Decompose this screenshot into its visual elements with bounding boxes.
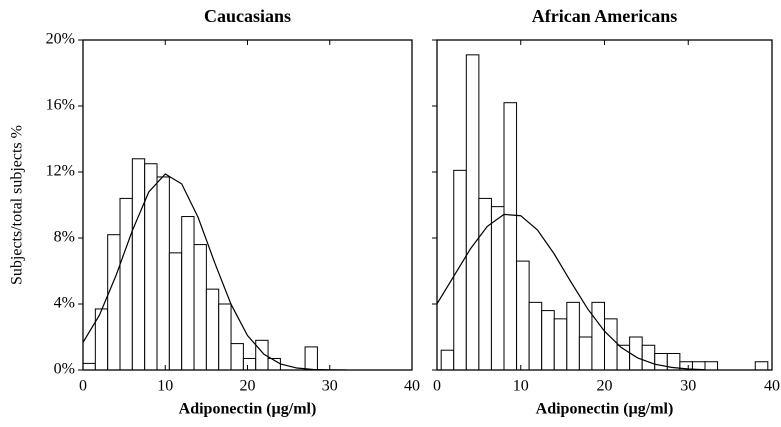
bar	[528, 301, 543, 370]
bar	[230, 343, 244, 370]
bar	[83, 362, 96, 370]
y-axis-label: Subjects/total subjects %	[9, 125, 26, 285]
y-tick-label: 4%	[54, 295, 75, 312]
bar	[144, 163, 158, 370]
bar	[641, 344, 656, 370]
x-axis-label: Adiponectin (µg/ml)	[179, 401, 317, 418]
x-tick-label: 10	[513, 378, 529, 395]
bar	[181, 216, 195, 370]
y-tick-label: 8%	[54, 229, 75, 246]
bar	[453, 169, 467, 370]
fit-curve	[437, 213, 706, 370]
x-tick-label: 40	[764, 378, 780, 395]
x-tick-label: 30	[680, 378, 696, 395]
y-tick-label: 16%	[46, 97, 75, 114]
bar	[541, 310, 555, 370]
bar	[119, 197, 133, 370]
bar	[168, 252, 183, 370]
bar	[465, 54, 480, 370]
panel-title: Caucasians	[204, 6, 291, 26]
y-tick-label: 0%	[54, 361, 75, 378]
x-tick-label: 40	[404, 378, 420, 395]
y-tick-label: 20%	[46, 31, 75, 48]
x-tick-label: 0	[79, 378, 87, 395]
x-tick-label: 30	[322, 378, 338, 395]
fit-curve	[83, 173, 347, 370]
bar	[591, 301, 605, 370]
bar	[754, 361, 769, 370]
bar	[604, 318, 618, 370]
bar	[516, 260, 530, 370]
x-axis-label: Adiponectin (µg/ml)	[536, 401, 674, 418]
bar	[156, 176, 170, 370]
x-tick-label: 20	[240, 378, 256, 395]
bar	[490, 206, 505, 370]
x-tick-label: 10	[157, 378, 173, 395]
bar	[566, 301, 580, 370]
y-tick-label: 12%	[46, 163, 75, 180]
bar	[578, 336, 593, 370]
x-tick-label: 20	[597, 378, 613, 395]
bar	[218, 303, 232, 370]
bar	[654, 353, 668, 370]
panel-title: African Americans	[532, 6, 677, 26]
bar	[107, 234, 121, 370]
bars	[440, 54, 769, 370]
bar	[131, 158, 146, 370]
bars	[83, 158, 318, 370]
bar	[193, 244, 207, 370]
bar	[242, 357, 257, 370]
bar	[503, 102, 518, 370]
bar	[704, 361, 719, 370]
bar	[440, 349, 455, 370]
x-tick-label: 0	[433, 378, 441, 395]
bar	[553, 318, 568, 370]
bar	[304, 346, 318, 370]
bar	[205, 288, 220, 370]
